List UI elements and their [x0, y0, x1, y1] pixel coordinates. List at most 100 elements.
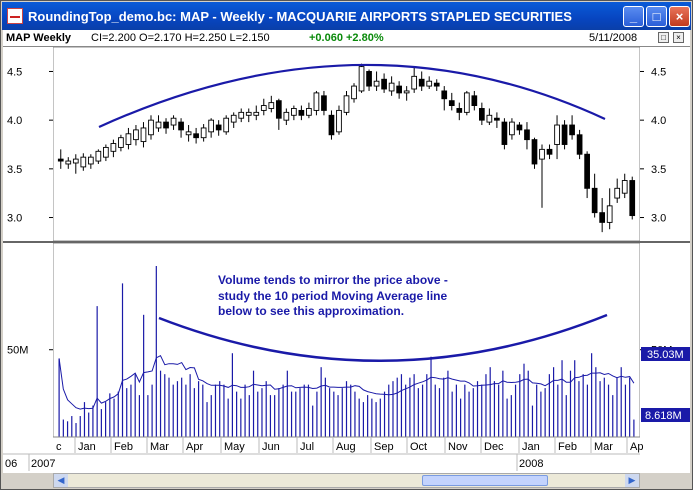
month-label: May [224, 441, 245, 453]
price-tick-label: 3.0 [651, 213, 666, 225]
last-volume-label: 35.03M [647, 349, 684, 361]
price-candle [381, 73, 387, 93]
month-label: Nov [448, 441, 468, 453]
price-candle [253, 105, 260, 121]
candle-body [418, 78, 425, 87]
candle-body [509, 121, 515, 136]
price-candle [178, 118, 184, 138]
candle-body [524, 129, 530, 141]
month-label: c [56, 441, 62, 453]
horizontal-scrollbar[interactable]: ◀ ▶ [53, 473, 640, 488]
price-candle [524, 122, 530, 150]
status-corner [641, 473, 691, 488]
candle-body [576, 134, 583, 155]
price-candle [208, 118, 214, 138]
candle-body [396, 85, 402, 94]
price-candle [546, 144, 553, 160]
candle-body [125, 133, 132, 145]
candle-body [291, 108, 297, 116]
title-bar[interactable]: RoundingTop_demo.bc: MAP - Weekly - MACQ… [2, 2, 691, 30]
scroll-right-arrow-icon[interactable]: ▶ [625, 474, 639, 487]
price-candle [426, 76, 433, 89]
candle-body [238, 111, 245, 119]
candle-body [599, 212, 606, 223]
candle-body [441, 90, 448, 100]
price-axis-left: 4.5 4.0 3.5 3.0 [7, 66, 53, 225]
candle-body [501, 121, 508, 145]
price-candle [148, 115, 154, 140]
scrollbar-thumb[interactable] [422, 475, 548, 486]
price-candle [336, 105, 342, 135]
volume-rounding-curve [158, 313, 608, 362]
price-candle [133, 125, 139, 146]
price-candle [463, 90, 470, 116]
maximize-button[interactable]: □ [646, 6, 667, 27]
chart-area[interactable]: 4.54.03.53.0 4.54.03.53.0 50M50M35.03M8.… [3, 47, 690, 473]
price-candle [185, 125, 192, 142]
month-label: Jan [78, 441, 96, 453]
price-candle [569, 115, 575, 140]
candle-body [381, 78, 387, 90]
candle-body [554, 124, 560, 145]
candle-body [95, 150, 102, 162]
year-label: 2008 [519, 458, 543, 470]
candle-body [358, 66, 365, 92]
candle-body [629, 180, 636, 217]
scroll-left-arrow-icon[interactable]: ◀ [54, 474, 68, 487]
close-chart-button[interactable]: × [673, 32, 684, 43]
price-candle [103, 144, 109, 162]
candle-body [531, 139, 538, 165]
price-candle [554, 115, 560, 160]
price-candle [531, 137, 538, 169]
price-candle [366, 69, 372, 91]
candle-body [336, 109, 342, 133]
annotation-line-1: Volume tends to mirror the price above - [218, 273, 448, 287]
price-candle [433, 79, 440, 91]
price-candle [561, 120, 568, 150]
candle-body [163, 121, 169, 129]
change-readout: +0.060 +2.80% [309, 32, 384, 44]
price-tick-label: 3.0 [7, 213, 22, 225]
price-candle [170, 115, 177, 130]
last-volume-tag [641, 347, 690, 361]
candle-body [306, 108, 312, 116]
candle-body [539, 148, 545, 160]
candle-body [148, 119, 154, 136]
month-label: Jul [300, 441, 314, 453]
restore-chart-button[interactable]: □ [658, 32, 669, 43]
price-candle [291, 105, 297, 121]
month-label: Ap [630, 441, 643, 453]
candle-body [403, 90, 410, 94]
candle-body [614, 187, 621, 199]
price-axis-right: 4.5 4.0 3.5 3.0 [640, 66, 666, 225]
price-candle [155, 115, 162, 132]
month-label: Dec [484, 441, 504, 453]
candle-body [170, 117, 177, 126]
annotation-line-3: below to see this approximation. [218, 304, 404, 318]
candle-body [200, 127, 207, 139]
candle-body [471, 95, 478, 107]
candle-body [208, 119, 214, 133]
price-candle [275, 98, 282, 130]
candle-body [87, 156, 94, 165]
price-candle [95, 149, 102, 164]
month-label: Jun [262, 441, 280, 453]
candle-body [388, 82, 395, 92]
candle-body [433, 82, 440, 87]
candle-body [411, 75, 418, 90]
price-candle [396, 81, 402, 99]
candle-body [245, 111, 252, 116]
candle-body [479, 108, 485, 121]
month-label: Feb [558, 441, 577, 453]
symbol-label: MAP Weekly [6, 32, 72, 44]
candle-body [57, 158, 64, 162]
price-candle [351, 83, 357, 103]
candle-body [155, 121, 162, 129]
minimize-button[interactable]: _ [623, 6, 644, 27]
candle-body [569, 124, 575, 136]
candle-body [463, 92, 470, 113]
price-candle [411, 66, 418, 93]
close-button[interactable]: × [669, 6, 690, 27]
price-candle [576, 129, 583, 160]
price-candle [298, 105, 305, 121]
